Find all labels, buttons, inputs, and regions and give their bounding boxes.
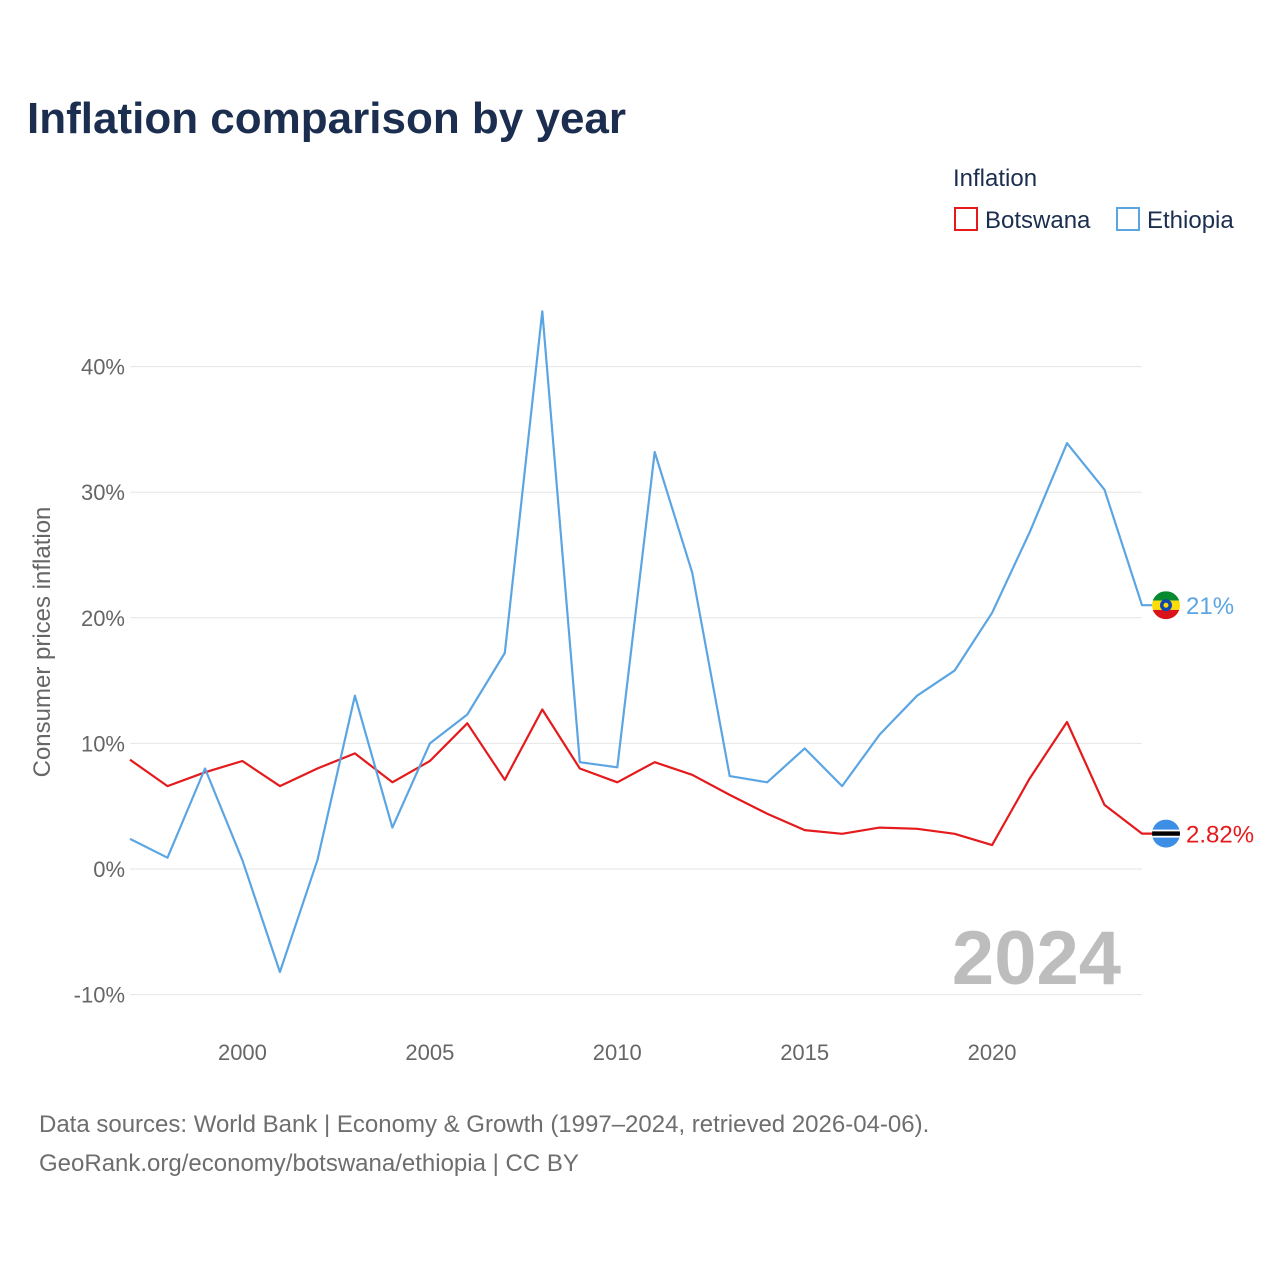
series-line-botswana[interactable] [129,708,1152,847]
end-label-ethiopia: 21% [1186,593,1234,620]
series-lines [129,310,1152,974]
source-line-2: GeoRank.org/economy/botswana/ethiopia | … [39,1150,579,1177]
y-tick-label: 20% [81,606,125,631]
ethiopia-flag-icon [1152,591,1180,620]
x-tick-label: 2015 [780,1040,829,1065]
legend-swatch-ethiopia [1116,207,1140,231]
gridlines [130,366,1142,996]
y-axis: -10% 0% 10% 20% 30% 40% [74,355,125,1008]
legend-items: Botswana Ethiopia [954,207,1234,234]
legend-swatch-botswana [954,207,978,231]
legend-label-ethiopia[interactable]: Ethiopia [1147,207,1234,234]
x-tick-label: 2000 [218,1040,267,1065]
y-axis-label: Consumer prices inflation [29,507,56,778]
series-line-ethiopia[interactable] [129,310,1152,974]
legend-label-botswana[interactable]: Botswana [985,207,1091,234]
x-tick-label: 2010 [593,1040,642,1065]
chart-title: Inflation comparison by year [27,94,626,143]
x-axis: 2000 2005 2010 2015 2020 [218,1040,1017,1065]
x-tick-label: 2005 [405,1040,454,1065]
end-labels: 2.82% 21% [1152,591,1254,849]
source-line-1: Data sources: World Bank | Economy & Gro… [39,1111,929,1138]
y-tick-label: 0% [93,857,125,882]
y-tick-label: -10% [74,983,125,1008]
x-tick-label: 2020 [968,1040,1017,1065]
year-annotation: 2024 [952,916,1121,1001]
y-tick-label: 40% [81,355,125,380]
legend-title: Inflation [953,165,1037,192]
y-tick-label: 10% [81,731,125,756]
y-tick-label: 30% [81,480,125,505]
end-label-botswana: 2.82% [1186,822,1254,849]
botswana-flag-icon [1152,819,1180,848]
legend: Inflation Botswana Ethiopia [953,165,1234,234]
